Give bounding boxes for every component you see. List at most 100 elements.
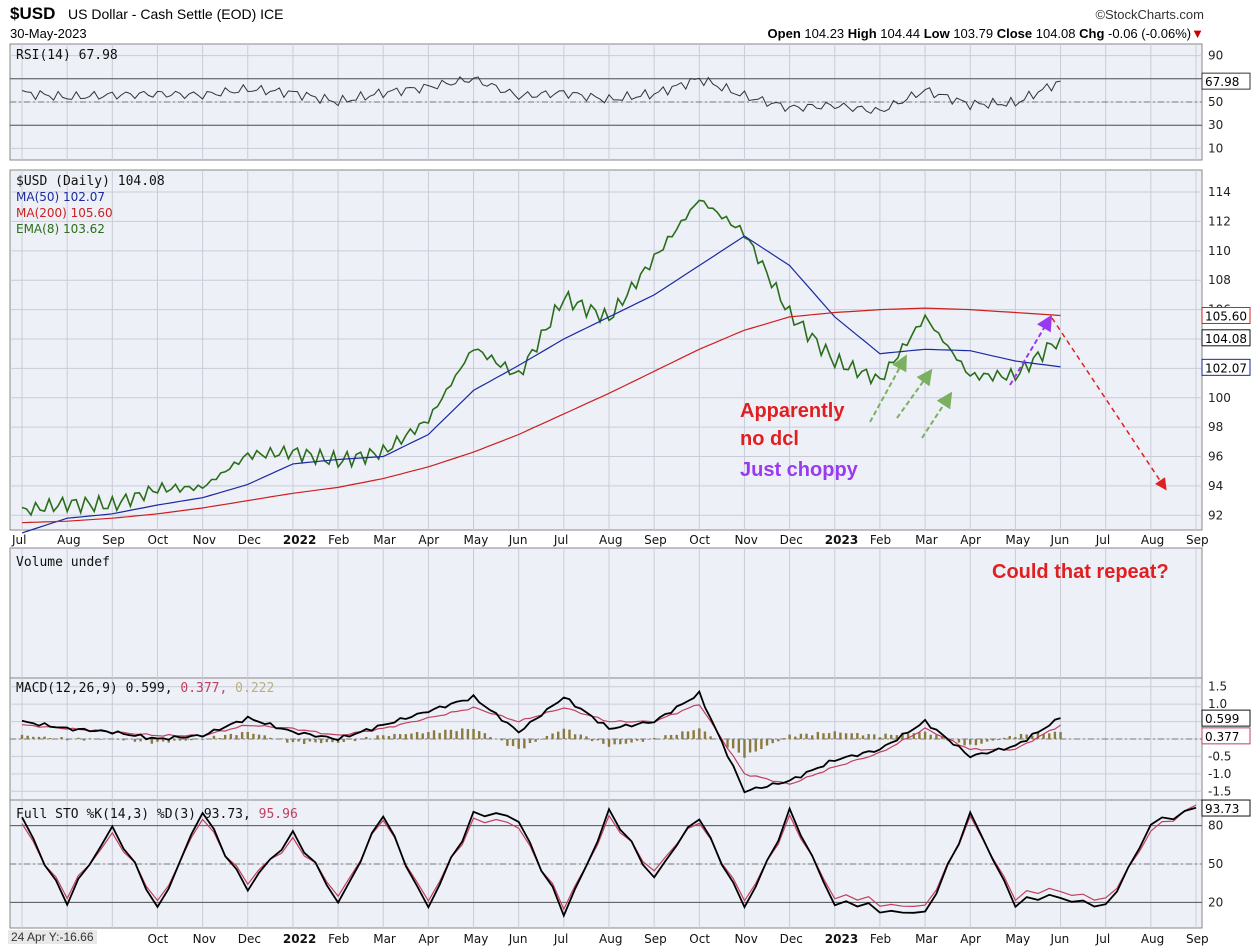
chg-label: Chg: [1079, 26, 1105, 41]
price-y-tick-label: 114: [1208, 185, 1231, 199]
macd-histogram-bar: [890, 734, 893, 739]
macd-histogram-bar: [229, 733, 233, 739]
green-dashed-arrow: [921, 391, 953, 439]
macd-histogram-bar: [619, 739, 622, 745]
macd-histogram-bar: [483, 733, 487, 739]
macd-histogram-bar: [1048, 733, 1051, 739]
high-label: High: [847, 26, 877, 41]
rsi-y-tick-label: 30: [1208, 118, 1223, 132]
macd-histogram-bar: [607, 739, 611, 747]
macd-histogram-bar: [252, 733, 255, 739]
purple-dashed-arrow: [1009, 314, 1053, 386]
x-axis-month-label: Apr: [418, 932, 439, 946]
x-axis-month-label: Mar: [373, 932, 396, 946]
description: US Dollar - Cash Settle (EOD) ICE: [68, 6, 284, 22]
x-axis-month-label: Jul: [1095, 932, 1110, 946]
macd-histogram-bar: [65, 739, 69, 741]
macd-value-tag: 0.599: [1205, 712, 1239, 726]
x-axis-month-label: Aug: [57, 533, 80, 547]
macd-histogram-bar: [935, 735, 938, 739]
annotation-layer: Apparently no dcl Just choppy Could that re…: [740, 314, 1169, 583]
macd-histogram-bar: [686, 731, 690, 739]
ohlc-readout: Open 104.23 High 104.44 Low 103.79 Close…: [768, 26, 1204, 41]
ma50-value-tag-box: [1201, 358, 1251, 376]
x-axis-month-label: Sep: [102, 533, 125, 547]
price-y-tick-label: 94: [1208, 479, 1223, 493]
gridlines: [10, 44, 1202, 928]
macd-histogram-bar: [291, 739, 295, 743]
macd-histogram-bar: [906, 733, 910, 739]
x-axis-month-label: Feb: [328, 932, 349, 946]
macd-histogram-bar: [827, 733, 831, 739]
ma200-line: [21, 307, 1061, 524]
close-value-tag-box: [1201, 329, 1251, 347]
macd-histogram-bar: [308, 739, 312, 742]
x-axis-month-label: Mar: [373, 533, 396, 547]
x-axis-month-label: Aug: [599, 533, 622, 547]
macd-histogram-bar: [376, 735, 379, 739]
macd-histogram-bar: [348, 739, 351, 740]
macd-histogram-bar: [839, 732, 842, 739]
macd-histogram-bar: [49, 738, 52, 739]
annotation-apparently: Apparently: [740, 400, 845, 422]
x-axis-month-label: Mar: [915, 533, 938, 547]
axes-layer: 9070503010114112110108106104102100989694…: [11, 48, 1251, 946]
macd-histogram-bar: [32, 736, 35, 739]
macd-histogram-bar: [122, 739, 125, 741]
x-axis-month-label: Feb: [870, 533, 891, 547]
macd-histogram-bar: [822, 733, 825, 739]
macd-histogram-bar: [257, 734, 261, 739]
x-axis-month-label: May: [464, 932, 489, 946]
rsi-value-tag-box: [1201, 72, 1251, 90]
macd-value-tag-box: [1201, 709, 1251, 727]
macd-histogram-bar: [280, 738, 283, 739]
sto-k-line: [21, 806, 1197, 918]
macd-histogram-bar: [212, 735, 216, 739]
macd-histogram-bar: [726, 739, 729, 748]
macd-histogram-bar: [698, 728, 701, 739]
macd-histogram-bar: [923, 731, 927, 739]
x-axis-month-label: Jun: [508, 932, 528, 946]
macd-histogram-bar: [929, 734, 932, 739]
price-y-tick-label: 112: [1208, 214, 1231, 228]
macd-histogram-bar: [1042, 733, 1045, 739]
macd-histogram-bar: [517, 739, 520, 749]
macd-histogram-bar: [427, 732, 430, 739]
price-legend-item: MA(50) 102.07: [16, 190, 105, 204]
macd-histogram-bar: [731, 739, 735, 749]
macd-histogram-bar: [139, 739, 142, 742]
high-value: 104.44: [880, 26, 921, 41]
macd-histogram-bar: [579, 734, 582, 739]
macd-histogram-bar: [207, 738, 210, 739]
macd-histogram-bar: [421, 733, 424, 739]
macd-histogram-bar: [884, 733, 887, 739]
signal-value-tag: 0.377: [1205, 730, 1239, 744]
macd-histogram-bar: [342, 739, 345, 742]
x-axis-month-label: Dec: [238, 932, 261, 946]
macd-histogram-bar: [82, 739, 86, 741]
macd-histogram-bar: [799, 733, 803, 739]
panel-price: [9, 169, 1203, 531]
macd-histogram-bar: [613, 739, 616, 745]
macd-histogram-bar: [528, 739, 532, 744]
price-y-tick-label: 98: [1208, 420, 1223, 434]
macd-histogram-bar: [387, 736, 391, 739]
price-y-tick-label: 96: [1208, 450, 1223, 464]
ma200-value-tag-box: [1201, 306, 1251, 324]
annotation-no-dcl: no dcl: [740, 428, 799, 450]
x-axis-month-label: Sep: [1186, 533, 1209, 547]
x-axis-month-label: 2022: [283, 533, 316, 547]
macd-histogram-bar: [630, 739, 633, 743]
macd-histogram-bar: [782, 738, 786, 739]
macd-histogram-bar: [957, 739, 961, 743]
macd-histogram-bar: [410, 733, 413, 739]
macd-histogram-bar: [573, 734, 577, 739]
macd-histogram-bar: [184, 739, 187, 741]
macd-histogram-bar: [647, 739, 650, 740]
macd-histogram-bar: [969, 739, 972, 745]
macd-histogram-bar: [500, 739, 503, 741]
x-axis-month-label: Feb: [870, 932, 891, 946]
macd-histogram-bar: [1031, 735, 1034, 739]
macd-histogram-bar: [190, 739, 193, 741]
sto-legend-k: 93.73,: [204, 807, 259, 822]
